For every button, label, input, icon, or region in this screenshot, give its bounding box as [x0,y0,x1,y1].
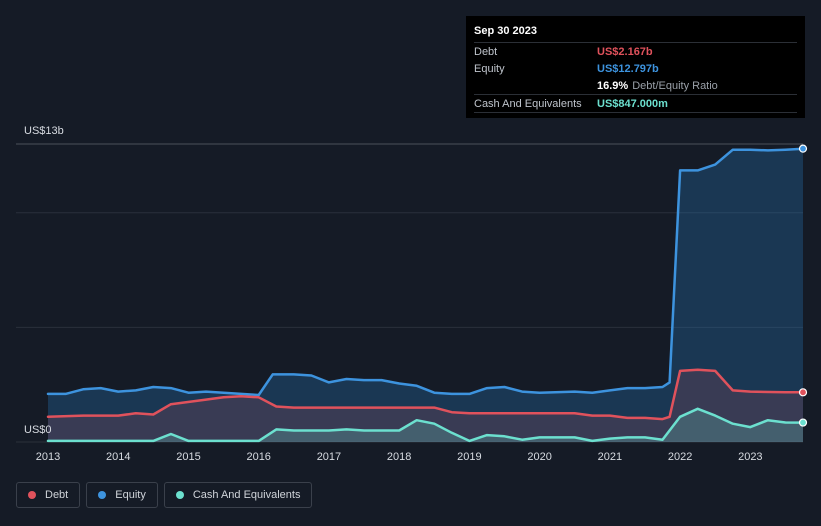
x-tick-label: 2023 [738,451,762,463]
tooltip-date: Sep 30 2023 [474,25,537,37]
series-areas [48,148,803,442]
equity-end-marker [798,144,808,153]
cash-and-equivalents-area [48,408,803,442]
equity-area [48,148,803,442]
legend-item-equity[interactable]: Equity [86,482,158,508]
x-tick-label: 2015 [176,451,200,463]
debt-area [48,369,803,442]
x-tick-label: 2016 [246,451,270,463]
tooltip-ratio-value: 16.9% [597,79,629,92]
cash-and-equivalents-end-marker [798,418,808,427]
legend-item-cash[interactable]: Cash And Equivalents [163,482,313,508]
data-tooltip: Sep 30 2023 Debt US$2.167b Equity US$12.… [466,16,805,118]
x-tick-label: 2018 [387,451,411,463]
tooltip-row-cash: Cash And Equivalents US$847.000m [474,94,797,113]
tooltip-debt-label: Debt [474,45,498,58]
debt-end-marker [798,388,808,397]
x-tick-label: 2021 [598,451,622,463]
x-tick-label: 2022 [668,451,692,463]
tooltip-cash-label: Cash And Equivalents [474,97,582,110]
y-axis-top-label: US$13b [24,125,64,137]
legend-cash-dot-icon [175,491,184,499]
series-lines [46,147,805,443]
legend-equity-dot-icon [98,491,107,499]
tooltip-row-debt: Debt US$2.167b [474,42,797,60]
x-axis-ticks: 2013 2014 2015 2016 2017 2018 2019 2020 2021 2022… [36,451,763,463]
tooltip-equity-label: Equity [474,62,505,75]
tooltip-row-equity: Equity US$12.797b [474,60,797,77]
tooltip-equity-value: US$12.797b [597,62,659,75]
x-tick-label: 2020 [527,451,551,463]
equity-line [46,147,805,397]
x-tick-label: 2017 [317,451,341,463]
tooltip-cash-value: US$847.000m [597,97,668,110]
end-markers [798,144,808,427]
chart-legend: Debt Equity Cash And Equivalents [16,482,313,508]
legend-cash-label: Cash And Equivalents [192,489,301,501]
x-tick-label: 2013 [36,451,60,463]
cash-and-equivalents-line [46,407,805,443]
tooltip-ratio-label: Debt/Equity Ratio [632,79,718,92]
legend-item-debt[interactable]: Debt [16,482,81,508]
legend-equity-label: Equity [115,489,146,501]
x-tick-label: 2019 [457,451,481,463]
legend-debt-dot-icon [28,491,36,499]
y-axis-bottom-label: US$0 [24,424,52,436]
x-tick-label: 2014 [106,451,130,463]
tooltip-debt-value: US$2.167b [597,45,653,58]
tooltip-row-ratio: 16.9% Debt/Equity Ratio [474,77,797,94]
legend-debt-label: Debt [45,489,69,501]
debt-line [46,368,805,421]
